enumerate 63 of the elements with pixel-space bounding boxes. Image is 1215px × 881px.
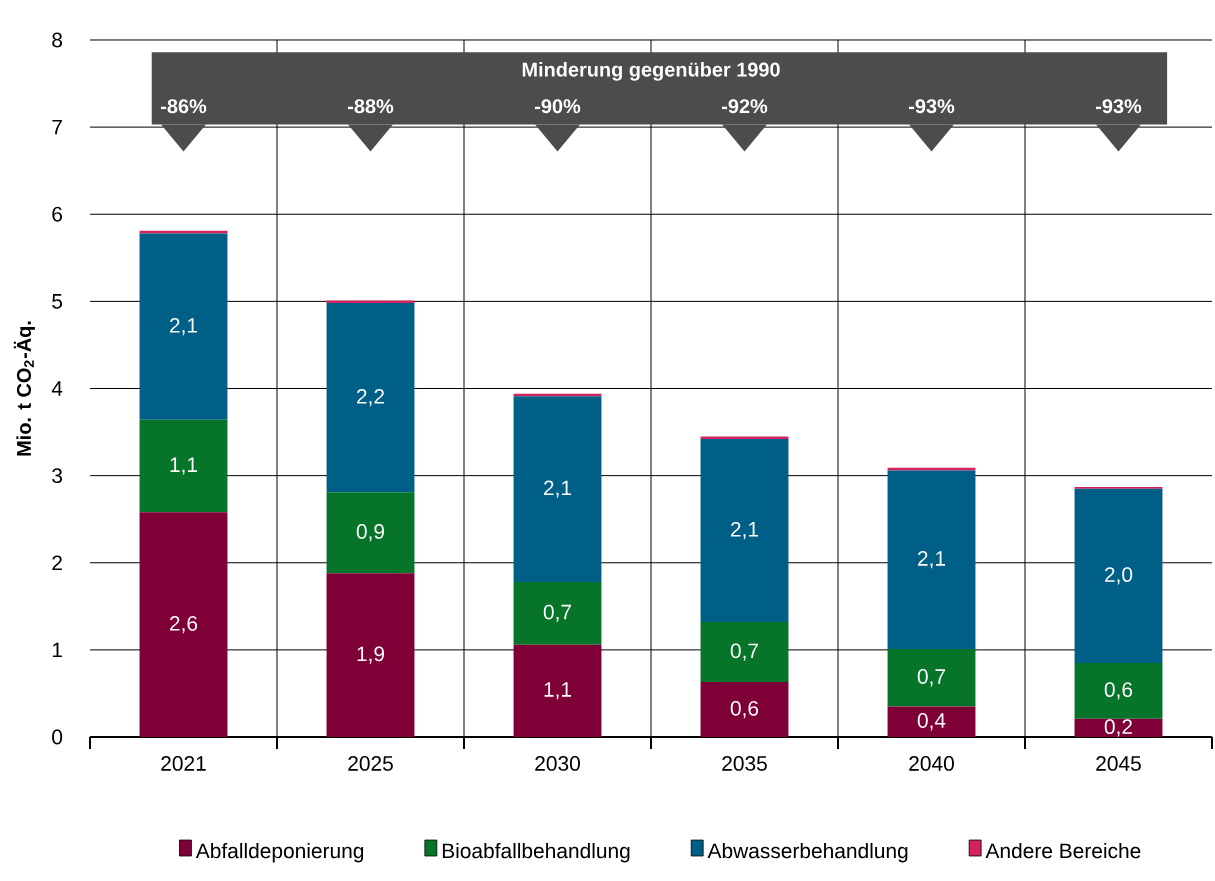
- data-label: 0,7: [730, 643, 758, 661]
- y-tick-label: 2: [52, 555, 62, 571]
- data-label: 0,7: [543, 604, 571, 622]
- bar: [700, 621, 789, 683]
- x-tick-label: 2035: [722, 756, 767, 771]
- y-tick-label: 1: [52, 642, 62, 658]
- annotation: -88%: [348, 99, 394, 114]
- x-tick-label: 2040: [909, 756, 954, 771]
- data-label: 0,7: [917, 669, 945, 687]
- x-tick-label: 2021: [161, 756, 206, 771]
- legend-label: Abwasserbehandlung: [707, 842, 908, 863]
- bar: [700, 439, 789, 622]
- y-tick-label: 7: [52, 119, 62, 135]
- bar: [887, 470, 976, 649]
- bar: [1074, 488, 1163, 663]
- bar: [887, 706, 976, 737]
- y-tick-label: 8: [52, 32, 63, 48]
- annotation: -90%: [535, 99, 581, 114]
- y-tick-label: 0: [52, 729, 63, 745]
- data-label: 2,1: [170, 318, 197, 336]
- bar: [887, 649, 976, 707]
- bar: [326, 573, 415, 737]
- bar: [326, 492, 415, 574]
- data-label: 2,1: [731, 521, 758, 540]
- bar: [513, 581, 602, 645]
- y-tick-label: 3: [52, 468, 63, 484]
- x-tick-label: 2045: [1096, 756, 1141, 771]
- annotation: Minderung gegenüber 1990: [522, 62, 780, 81]
- y-axis-title: Mio. t CO$_{2}$-Äq.: [13, 321, 35, 456]
- bar: [139, 512, 228, 737]
- y-tick-label: 6: [52, 206, 63, 222]
- bar: [700, 436, 789, 440]
- bar: [326, 303, 415, 493]
- data-label: 1,9: [357, 646, 385, 664]
- x-tick-label: 2025: [348, 756, 393, 771]
- annotation: -93%: [909, 99, 955, 114]
- legend-label: Andere Bereiche: [985, 842, 1141, 859]
- data-label: 2,1: [918, 551, 945, 569]
- bar: [513, 644, 602, 737]
- data-label: 0,6: [730, 700, 759, 719]
- annotation: -92%: [722, 99, 768, 114]
- y-tick-label: 4: [51, 381, 63, 396]
- data-label: 2,2: [357, 389, 384, 407]
- legend-label: Bioabfallbehandlung: [442, 842, 630, 863]
- data-label: 2,1: [544, 480, 571, 498]
- bar: [513, 396, 602, 582]
- legend-label: Abfalldeponierung: [195, 842, 364, 863]
- data-label: 1,1: [170, 457, 197, 475]
- data-label: 0,9: [356, 524, 385, 542]
- x-tick-label: 2030: [535, 756, 580, 771]
- data-label: 0,6: [1104, 682, 1133, 700]
- annotation: -93%: [1096, 99, 1142, 114]
- data-label: 0,4: [917, 713, 946, 731]
- data-label: 2,6: [170, 615, 198, 634]
- bar: [1074, 662, 1163, 719]
- bar: [139, 419, 228, 513]
- data-label: 2,0: [1105, 567, 1133, 585]
- y-tick-label: 5: [52, 294, 63, 309]
- bar: [700, 682, 789, 737]
- bar: [139, 233, 228, 420]
- data-label: 1,1: [544, 682, 571, 700]
- annotation: -86%: [161, 99, 207, 114]
- data-label: 0,2: [1104, 719, 1132, 737]
